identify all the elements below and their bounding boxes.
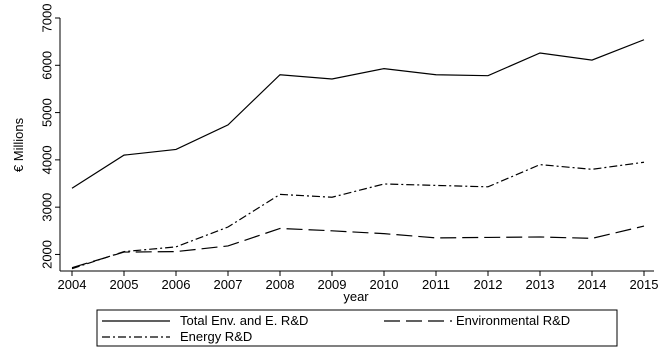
x-tick-label: 2006 [162,277,191,292]
y-tick-label: 6000 [40,51,55,80]
legend-label-environmental: Environmental R&D [456,313,570,328]
y-ticks: 2000 3000 4000 5000 6000 7000 [40,4,60,269]
x-tick-label: 2005 [110,277,139,292]
x-tick-label: 2013 [526,277,555,292]
x-tick-label: 2012 [474,277,503,292]
legend-box [96,309,618,347]
x-ticks: 2004 2005 2006 2007 2008 2009 2010 2011 2012 2013… [58,271,659,292]
x-tick-label: 2008 [266,277,295,292]
x-tick-label: 2007 [214,277,243,292]
y-tick-label: 4000 [40,145,55,174]
x-tick-label: 2010 [370,277,399,292]
y-tick-label: 3000 [40,193,55,222]
y-tick-label: 5000 [40,98,55,127]
x-tick-label: 2015 [630,277,659,292]
y-tick-label: 7000 [40,4,55,33]
legend-label-energy: Energy R&D [180,329,252,344]
series-line-1 [71,225,645,269]
x-tick-label: 2011 [422,277,450,292]
x-tick-label: 2004 [58,277,87,292]
series-line-0 [71,39,645,189]
x-tick-label: 2009 [318,277,347,292]
series-line-2 [71,161,645,270]
y-axis-title: € Millions [11,117,26,172]
x-axis-title: year [343,289,369,304]
chart-axes [59,18,654,272]
legend-label-total: Total Env. and E. R&D [180,313,308,328]
series-lines [71,39,645,270]
legend: Total Env. and E. R&D Environmental R&D … [96,309,618,347]
x-tick-label: 2014 [578,277,607,292]
y-tick-label: 2000 [40,240,55,269]
